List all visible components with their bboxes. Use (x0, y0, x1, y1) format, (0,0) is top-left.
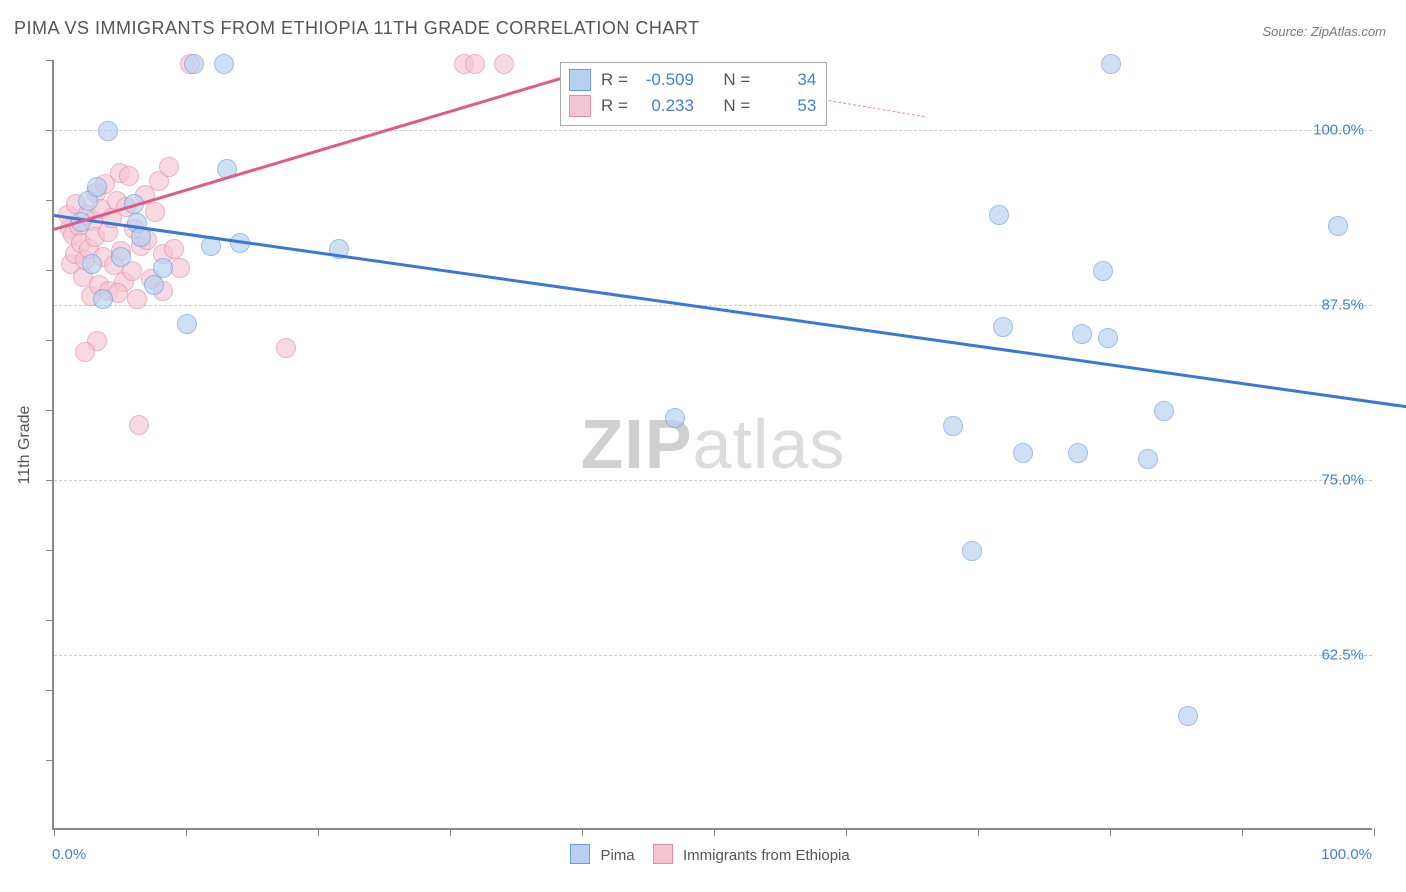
x-tick (186, 828, 187, 836)
legend-swatch-2 (653, 844, 673, 864)
scatter-point (164, 239, 184, 259)
chart-title: PIMA VS IMMIGRANTS FROM ETHIOPIA 11TH GR… (14, 18, 700, 39)
scatter-point (214, 54, 234, 74)
chart-container: PIMA VS IMMIGRANTS FROM ETHIOPIA 11TH GR… (0, 0, 1406, 892)
y-tick (46, 620, 54, 621)
scatter-point (1101, 54, 1121, 74)
x-tick (846, 828, 847, 836)
source-attribution: Source: ZipAtlas.com (1262, 24, 1386, 39)
scatter-point (1154, 401, 1174, 421)
x-tick (582, 828, 583, 836)
legend-label-1: Pima (600, 847, 634, 864)
gridline (54, 305, 1372, 306)
scatter-point (1013, 443, 1033, 463)
watermark-text: ZIPatlas (581, 404, 846, 484)
y-tick (46, 690, 54, 691)
scatter-point (1178, 706, 1198, 726)
scatter-point (119, 166, 139, 186)
scatter-point (111, 247, 131, 267)
scatter-point (993, 317, 1013, 337)
y-tick (46, 410, 54, 411)
n-value-series-1: 34 (760, 67, 816, 93)
y-tick-label: 87.5% (1321, 297, 1364, 314)
trendline (54, 63, 609, 231)
scatter-point (129, 415, 149, 435)
y-tick-label: 75.0% (1321, 472, 1364, 489)
scatter-point (1068, 443, 1088, 463)
scatter-point (170, 258, 190, 278)
gridline (54, 480, 1372, 481)
y-tick-label: 100.0% (1313, 122, 1364, 139)
scatter-point (1093, 261, 1113, 281)
swatch-series-2 (569, 95, 591, 117)
scatter-point (153, 258, 173, 278)
plot-area: ZIPatlas 100.0% 87.5% 75.0% 62.5% (52, 60, 1372, 830)
scatter-point (1098, 328, 1118, 348)
scatter-point (989, 205, 1009, 225)
y-tick (46, 340, 54, 341)
scatter-point (1072, 324, 1092, 344)
scatter-point (943, 416, 963, 436)
scatter-point (184, 54, 204, 74)
scatter-point (1138, 449, 1158, 469)
correlation-stats-box: R = -0.509 N = 34 R = 0.233 N = 53 (560, 62, 827, 126)
y-axis-title: 11th Grade (16, 406, 34, 485)
x-tick (1374, 828, 1375, 836)
x-tick (450, 828, 451, 836)
stats-row-series-1: R = -0.509 N = 34 (569, 67, 816, 93)
scatter-point (465, 54, 485, 74)
y-tick (46, 760, 54, 761)
scatter-point (1328, 216, 1348, 236)
r-value-series-2: 0.233 (638, 93, 694, 119)
stats-row-series-2: R = 0.233 N = 53 (569, 93, 816, 119)
x-tick (714, 828, 715, 836)
x-tick (1242, 828, 1243, 836)
chart-canvas: ZIPatlas 100.0% 87.5% 75.0% 62.5% (54, 60, 1372, 828)
scatter-point (159, 157, 179, 177)
swatch-series-1 (569, 69, 591, 91)
x-tick (1110, 828, 1111, 836)
y-tick (46, 550, 54, 551)
series-legend: Pima Immigrants from Ethiopia (0, 844, 1406, 864)
scatter-point (494, 54, 514, 74)
scatter-point (93, 289, 113, 309)
scatter-point (144, 275, 164, 295)
trendline (54, 214, 1406, 412)
gridline (54, 655, 1372, 656)
gridline (54, 130, 1372, 131)
scatter-point (82, 254, 102, 274)
y-tick (46, 480, 54, 481)
y-tick (46, 130, 54, 131)
legend-swatch-1 (570, 844, 590, 864)
y-tick-label: 62.5% (1321, 647, 1364, 664)
y-tick (46, 270, 54, 271)
scatter-point (75, 342, 95, 362)
legend-label-2: Immigrants from Ethiopia (683, 847, 850, 864)
x-tick (54, 828, 55, 836)
scatter-point (177, 314, 197, 334)
scatter-point (145, 202, 165, 222)
y-tick (46, 200, 54, 201)
x-tick (978, 828, 979, 836)
scatter-point (962, 541, 982, 561)
n-value-series-2: 53 (760, 93, 816, 119)
scatter-point (98, 121, 118, 141)
scatter-point (127, 289, 147, 309)
x-tick (318, 828, 319, 836)
r-value-series-1: -0.509 (638, 67, 694, 93)
scatter-point (665, 408, 685, 428)
y-tick (46, 60, 54, 61)
scatter-point (276, 338, 296, 358)
